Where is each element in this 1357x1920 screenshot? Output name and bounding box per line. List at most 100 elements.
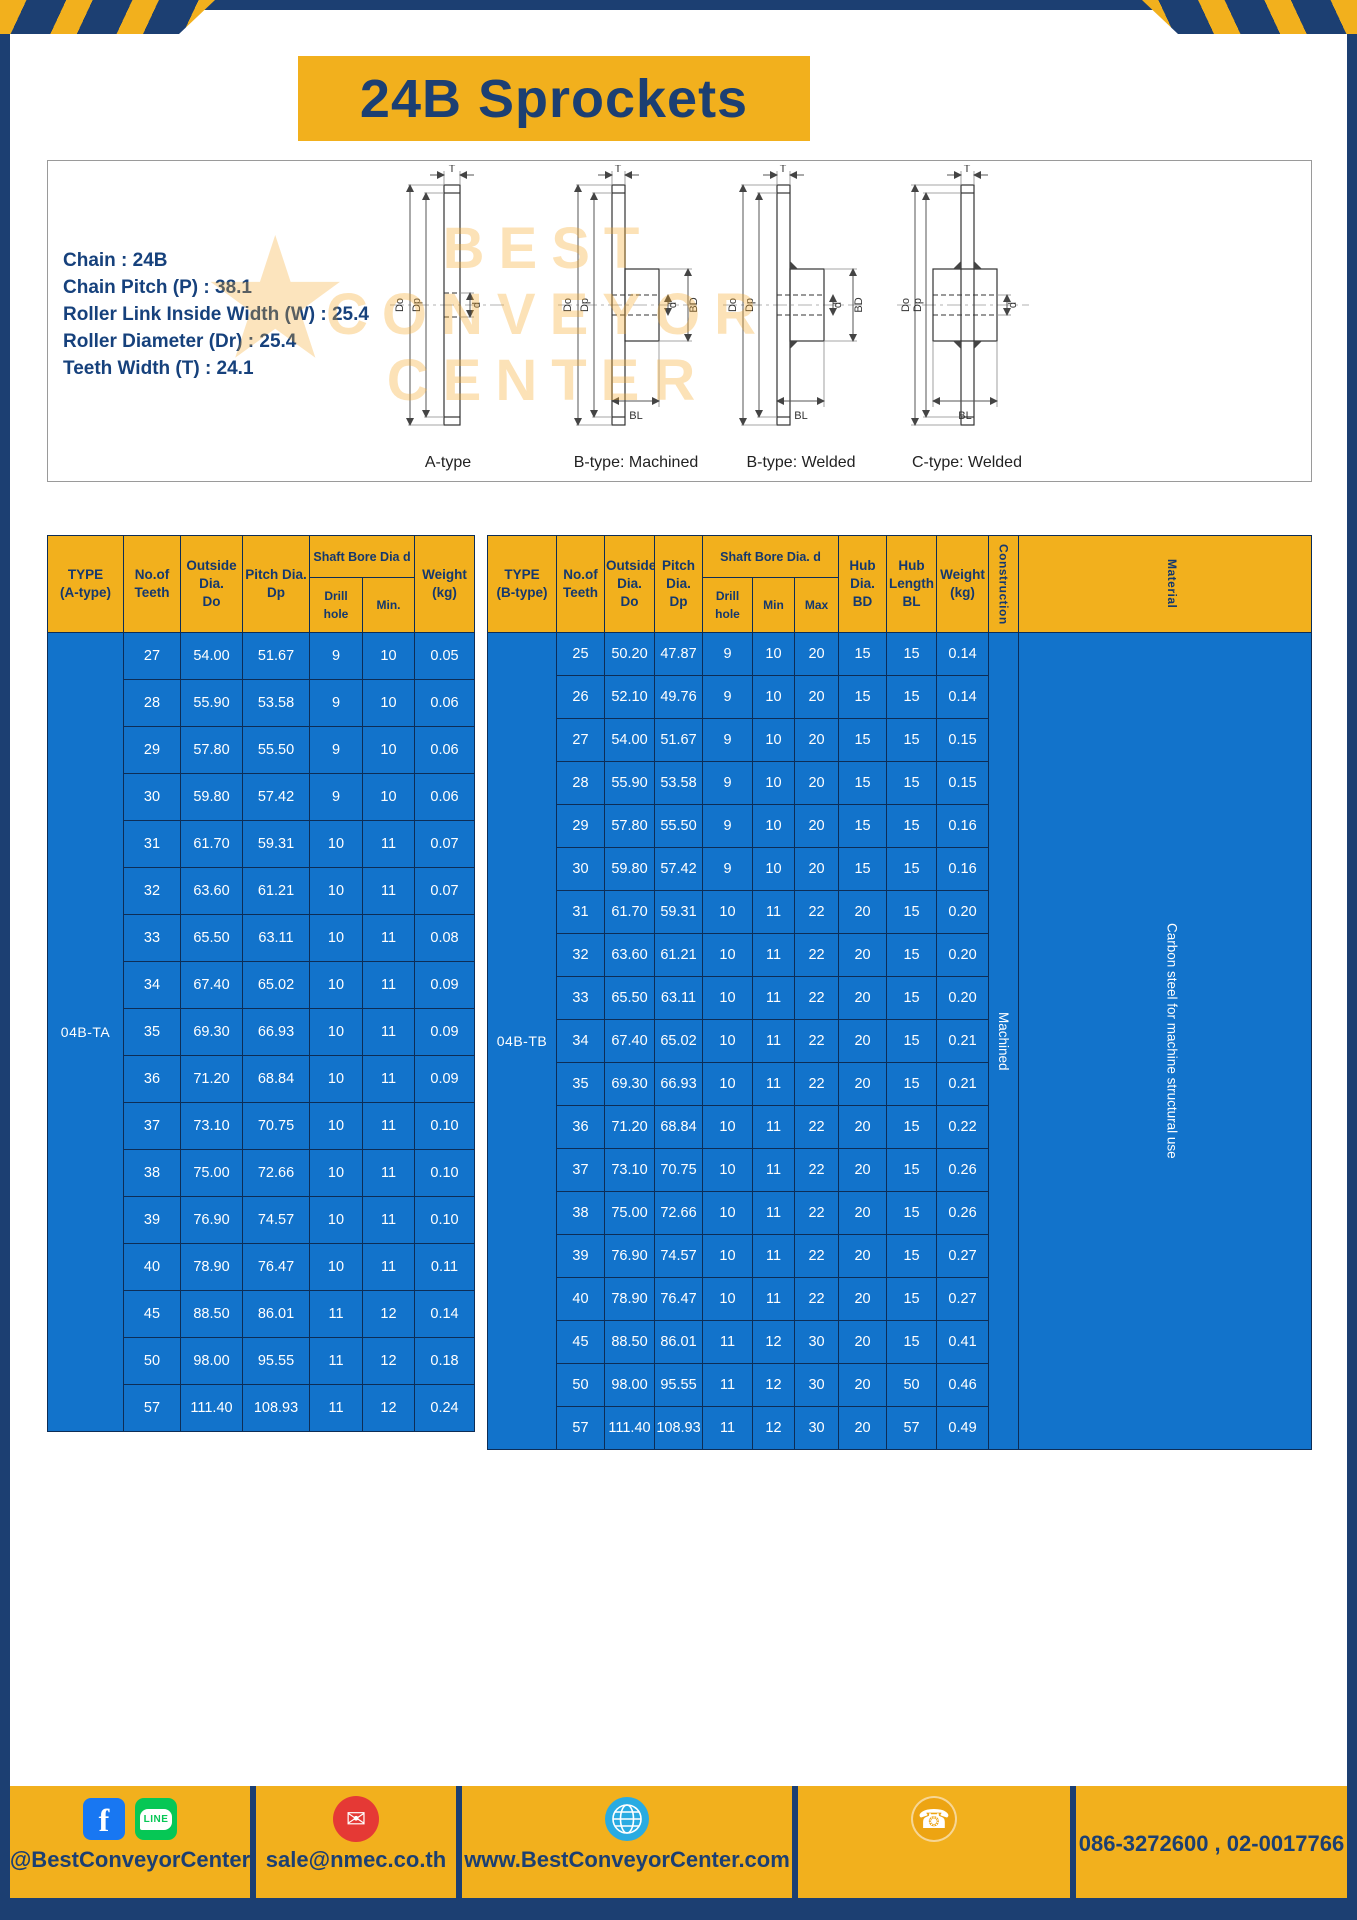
table-cell: 38 xyxy=(123,1149,181,1197)
table-cell: 9 xyxy=(702,718,753,762)
dim-label-do: Do xyxy=(727,298,739,312)
table-cell: 61.70 xyxy=(604,890,655,934)
footer-phone-numbers: 086-3272600 , 02-0017766 xyxy=(1078,1831,1345,1856)
table-cell: 22 xyxy=(793,1148,840,1192)
table-cell: 20 xyxy=(838,1105,888,1149)
table-row: 28 55.90 53.58 9 10 20 15 15 0.15 xyxy=(488,761,1312,805)
table-cell: 0.10 xyxy=(414,1102,475,1150)
table-cell: 10 xyxy=(702,1277,753,1321)
dim-label-t: T xyxy=(780,165,787,175)
dim-label-dp: Dp xyxy=(744,298,756,312)
table-cell: 39 xyxy=(556,1234,605,1278)
table-cell: 11 xyxy=(309,1384,363,1432)
table-cell: 111.40 xyxy=(180,1384,243,1432)
table-cell: 53.58 xyxy=(654,761,703,805)
table-cell: 0.14 xyxy=(936,632,990,676)
table-cell: 78.90 xyxy=(604,1277,655,1321)
table-row: 37 73.10 70.75 10 11 0.10 xyxy=(48,1102,475,1150)
dim-label-do: Do xyxy=(900,298,912,312)
table-cell: 20 xyxy=(838,976,888,1020)
spec-line: Roller Link Inside Width (W) : 25.4 xyxy=(63,304,369,325)
footer-email-section: ✉ sale@nmec.co.th xyxy=(256,1786,456,1898)
table-cell: 37 xyxy=(123,1102,181,1150)
table-cell: 11 xyxy=(752,1277,795,1321)
table-cell: 22 xyxy=(793,976,840,1020)
table-cell: 11 xyxy=(362,914,415,962)
table-cell: 22 xyxy=(793,933,840,977)
table-cell: 0.26 xyxy=(936,1191,990,1235)
table-row: 39 76.90 74.57 10 11 22 20 15 0.27 xyxy=(488,1234,1312,1278)
table-cell: 15 xyxy=(838,718,888,762)
table-cell: 20 xyxy=(793,718,840,762)
table-cell: 0.07 xyxy=(414,867,475,915)
drawing-a-type: Do Dp d T A-type xyxy=(390,165,506,471)
table-cell: 0.21 xyxy=(936,1019,990,1063)
table-cell: 0.24 xyxy=(414,1384,475,1432)
table-cell: 11 xyxy=(362,1008,415,1056)
table-cell: 0.11 xyxy=(414,1243,475,1291)
table-cell: 9 xyxy=(309,773,363,821)
table-cell: 36 xyxy=(556,1105,605,1149)
dim-label-bd: BD xyxy=(853,297,865,312)
table-cell: 10 xyxy=(309,1196,363,1244)
header-type: TYPE (B-type) xyxy=(487,535,557,633)
dim-label-t: T xyxy=(615,165,622,175)
table-row: 38 75.00 72.66 10 11 0.10 xyxy=(48,1149,475,1197)
table-cell: 22 xyxy=(793,1019,840,1063)
facebook-icon: f xyxy=(83,1798,125,1840)
table-cell: 15 xyxy=(886,1320,938,1364)
table-cell: 10 xyxy=(752,847,795,891)
table-cell: 10 xyxy=(309,1055,363,1103)
table-cell: 11 xyxy=(702,1320,753,1364)
table-cell: 0.46 xyxy=(936,1363,990,1407)
table-cell: 11 xyxy=(362,867,415,915)
header-construction: Construction xyxy=(988,535,1020,633)
table-cell: 11 xyxy=(362,961,415,1009)
table-cell: 0.15 xyxy=(936,761,990,805)
table-cell: 11 xyxy=(752,890,795,934)
header-material: Material xyxy=(1018,535,1313,633)
header-drill-hole: Drill hole xyxy=(309,577,363,633)
table-row: 30 59.80 57.42 9 10 0.06 xyxy=(48,773,475,821)
dim-label-do: Do xyxy=(394,298,406,312)
table-b-type: TYPE (B-type) No.of Teeth Outside Dia. D… xyxy=(487,535,1313,1450)
table-cell: 10 xyxy=(309,1149,363,1197)
table-cell: 95.55 xyxy=(654,1363,703,1407)
dim-label-d: d xyxy=(667,302,679,308)
table-row: 40 78.90 76.47 10 11 0.11 xyxy=(48,1243,475,1291)
table-cell: 25 xyxy=(556,632,605,676)
table-cell: 12 xyxy=(752,1320,795,1364)
table-cell: 71.20 xyxy=(180,1055,243,1103)
phone-icon: ☎ xyxy=(911,1796,957,1842)
header-pitch-dia: Pitch Dia. Dp xyxy=(242,535,310,633)
table-cell: 0.06 xyxy=(414,679,475,727)
table-cell: 9 xyxy=(309,726,363,774)
table-cell: 45 xyxy=(123,1290,181,1338)
chain-specs: Chain : 24B Chain Pitch (P) : 38.1 Rolle… xyxy=(63,247,369,382)
table-cell: 0.49 xyxy=(936,1406,990,1450)
table-cell: 20 xyxy=(838,1234,888,1278)
table-cell: 45 xyxy=(556,1320,605,1364)
table-cell: 15 xyxy=(886,804,938,848)
spec-line: Chain : 24B xyxy=(63,250,168,271)
table-cell: 108.93 xyxy=(654,1406,703,1450)
table-row: 34 67.40 65.02 10 11 0.09 xyxy=(48,961,475,1009)
table-cell: 10 xyxy=(752,675,795,719)
header-hub-dia: Hub Dia. BD xyxy=(838,535,888,633)
footer-social-section: f LINE @BestConveyorCenter xyxy=(10,1786,250,1898)
table-cell: 65.02 xyxy=(242,961,310,1009)
header-teeth: No.of Teeth xyxy=(123,535,181,633)
table-cell: 0.05 xyxy=(414,632,475,680)
table-cell: 86.01 xyxy=(654,1320,703,1364)
drawing-caption-c-welded: C-type: Welded xyxy=(912,454,1022,471)
table-cell: 73.10 xyxy=(180,1102,243,1150)
table-cell: 0.10 xyxy=(414,1196,475,1244)
table-cell: 20 xyxy=(838,1320,888,1364)
table-cell: 39 xyxy=(123,1196,181,1244)
corner-stripes-top-left xyxy=(0,0,215,34)
table-cell: 15 xyxy=(886,890,938,934)
table-row: 04B-TB 25 50.20 47.87 9 10 20 15 15 0.14 Machined C… xyxy=(487,632,1313,1450)
table-row: 50 98.00 95.55 11 12 30 20 50 0.46 xyxy=(488,1363,1312,1407)
table-cell: 29 xyxy=(123,726,181,774)
table-cell: 57 xyxy=(886,1406,938,1450)
